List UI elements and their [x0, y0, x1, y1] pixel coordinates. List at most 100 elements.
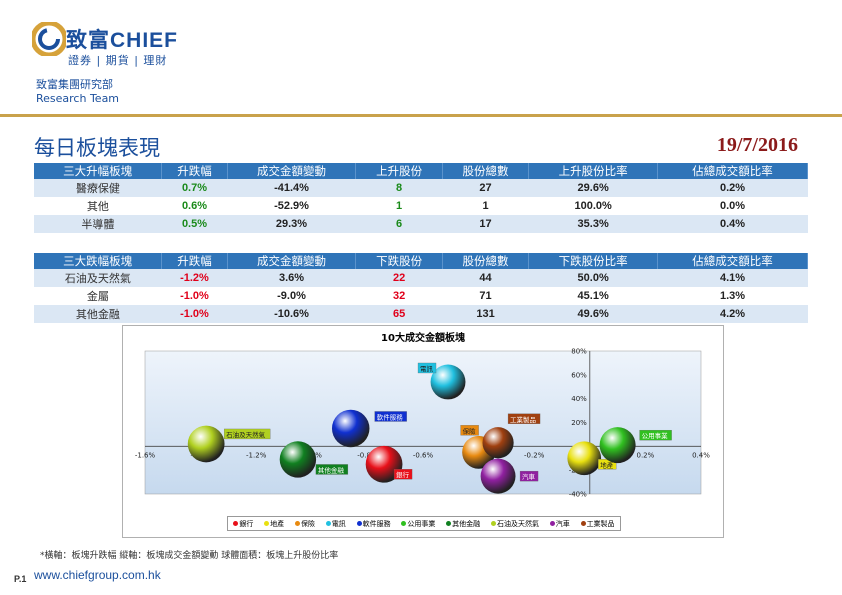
table-row: 其他 0.6% -52.9% 1 1 100.0% 0.0% — [34, 197, 808, 215]
legend-marker — [325, 521, 331, 526]
table-cell: 金屬 — [86, 290, 109, 303]
table-cell: 4.1% — [657, 269, 808, 287]
gainers-table: 三大升幅板塊 升跌幅 成交金額變動 上升股份 股份總數 上升股份比率 佔總成交額比率 醫療保… — [34, 163, 808, 233]
losers-table: 三大跌幅板塊 升跌幅 成交金額變動 下跌股份 股份總數 下跌股份比率 佔總成交額比率 石油及… — [34, 253, 808, 323]
bubble-point — [480, 458, 516, 494]
brand-name: 致富CHIEF — [66, 28, 178, 52]
bubble-label-box — [315, 464, 349, 475]
table-cell: 1 — [482, 200, 489, 212]
table-header: 股份總數 — [442, 163, 530, 179]
bubble-label: 地產 — [600, 460, 614, 469]
table-row: 石油及天然氣 -1.2% 3.6% 22 44 50.0% 4.1% — [34, 269, 808, 287]
bubble-label-box — [393, 469, 413, 480]
legend-item: 保險 — [294, 519, 315, 529]
header-divider — [0, 114, 842, 117]
table-cell: 4.2% — [657, 305, 808, 323]
table-header: 成交金額變動 — [227, 253, 357, 269]
x-tick-label: 0.4% — [692, 451, 710, 459]
table-row: 金屬 -1.0% -9.0% 32 71 45.1% 1.3% — [34, 287, 808, 305]
legend-label: 軟件服務 — [362, 519, 391, 528]
table-header: 佔總成交額比率 — [657, 163, 808, 179]
bubble-label: 其他金融 — [318, 465, 345, 474]
table-cell: -52.9% — [274, 200, 309, 212]
table-header: 成交金額變動 — [227, 163, 357, 179]
footnote: *橫軸：板塊升跌幅 縱軸：板塊成交金額變動 球體面積：板塊上升股份比率 — [40, 551, 339, 561]
legend-marker — [233, 521, 239, 526]
table-cell: 49.6% — [528, 305, 658, 323]
bubble-label-box — [507, 413, 541, 424]
x-tick-label: -0.6% — [413, 451, 434, 459]
table-cell: 0.6% — [181, 200, 208, 212]
table-cell: 0.7% — [161, 179, 228, 197]
table-header: 股份總數 — [442, 253, 530, 269]
bubble-point — [331, 409, 370, 448]
bubble-point — [430, 364, 466, 400]
legend-marker — [446, 521, 452, 526]
table-header: 升跌幅 — [161, 163, 228, 179]
table-header: 上升股份比率 — [528, 163, 659, 179]
page-title: 每日板塊表現 — [34, 136, 160, 160]
legend-item: 地產 — [264, 519, 284, 529]
bubble-point — [279, 441, 317, 478]
table-cell: 131 — [442, 305, 529, 323]
table-cell: 半導體 — [34, 215, 162, 233]
table-cell: 17 — [442, 215, 529, 233]
table-header: 下跌股份 — [355, 253, 443, 269]
plot-area — [144, 350, 702, 495]
chart-legend: 銀行 地產 保險 電訊 軟件服務 公用事業 其他金融 石油及天然氣 汽車 工業製品 — [227, 516, 621, 531]
table-cell: 45.1% — [577, 290, 609, 302]
x-tick-label: 0.2% — [637, 451, 655, 459]
table-cell: 0.4% — [657, 215, 808, 233]
website-link[interactable]: www.chiefgroup.com.hk — [34, 568, 161, 582]
table-row: 半導體 0.5% 29.3% 6 17 35.3% 0.4% — [34, 215, 808, 233]
bubble-label-box — [374, 411, 407, 422]
table-header: 升跌幅 — [161, 253, 228, 269]
table-header: 下跌股份比率 — [528, 253, 659, 269]
table-cell: 29.6% — [528, 179, 658, 197]
page-number: P.1 — [14, 574, 27, 584]
dept-cn: 致富集團研究部 — [36, 78, 113, 91]
table-cell: 22 — [355, 269, 443, 287]
legend-marker — [356, 521, 362, 526]
table-cell: 8 — [355, 179, 443, 197]
table-cell: 44 — [442, 269, 529, 287]
legend-item: 公用事業 — [401, 519, 435, 529]
y-tick-label: 40% — [571, 395, 587, 403]
bubble-label-box — [460, 425, 479, 436]
bubble-label: 保險 — [463, 426, 477, 435]
bubble-label-box — [417, 362, 437, 374]
legend-label: 石油及天然氣 — [496, 519, 539, 528]
table-cell: 32 — [392, 290, 406, 302]
y-tick-label: 60% — [571, 371, 587, 379]
table-header: 佔總成交額比率 — [657, 253, 808, 269]
legend-item: 銀行 — [233, 519, 253, 529]
legend-label: 汽車 — [555, 519, 570, 528]
bubble-label: 汽車 — [522, 472, 536, 481]
table-cell: -1.0% — [161, 305, 228, 323]
table-cell: 35.3% — [528, 215, 658, 233]
chart-plot: -1.6%-1.4%-1.2%-1.0%-0.8%-0.6%-0.4%-0.2%… — [135, 348, 710, 499]
table-cell: 6 — [355, 215, 443, 233]
table-header: 三大升幅板塊 — [34, 163, 163, 179]
table-cell: -9.0% — [277, 290, 306, 302]
legend-label: 銀行 — [239, 519, 254, 528]
table-cell: 29.3% — [227, 215, 356, 233]
legend-marker — [580, 521, 586, 526]
table-cell: 0.0% — [719, 200, 746, 212]
table-cell: -41.4% — [227, 179, 356, 197]
table-header: 上升股份 — [355, 163, 443, 179]
table-cell: 0.2% — [657, 179, 808, 197]
x-tick-label: -0.8% — [357, 451, 378, 459]
legend-item: 汽車 — [549, 519, 570, 529]
bubble-label-box — [519, 470, 539, 482]
report-date: 19/7/2016 — [716, 134, 798, 156]
table-cell: 71 — [479, 290, 492, 302]
bubble-point — [187, 425, 225, 463]
legend-item: 軟件服務 — [356, 519, 391, 529]
table-row: 其他金融 -1.0% -10.6% 65 131 49.6% 4.2% — [34, 305, 808, 323]
bubble-label: 銀行 — [396, 470, 410, 479]
table-cell: 0.5% — [161, 215, 228, 233]
y-tick-label: -40% — [569, 491, 587, 499]
y-tick-label: 20% — [571, 419, 587, 427]
table-cell: 50.0% — [528, 269, 658, 287]
